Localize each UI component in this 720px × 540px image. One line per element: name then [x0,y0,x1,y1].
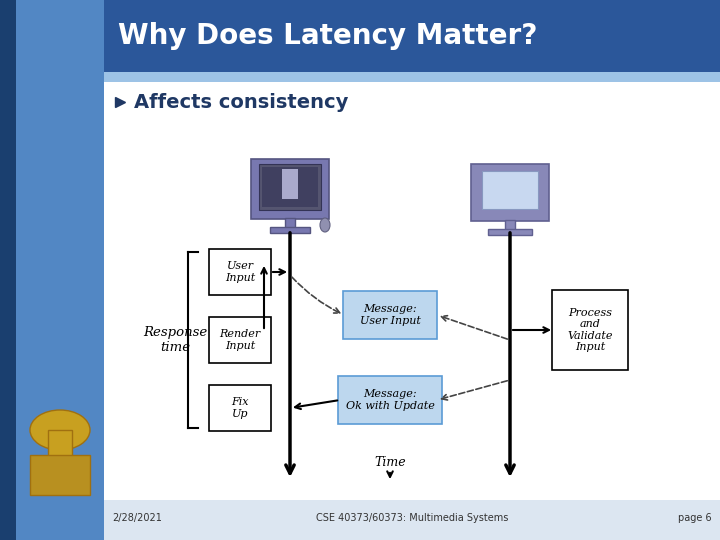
FancyBboxPatch shape [482,171,538,209]
Text: Fix
Up: Fix Up [231,397,248,419]
Bar [282,169,298,199]
Bar [104,82,720,500]
FancyBboxPatch shape [251,159,329,219]
Bar [505,220,515,230]
Bar [16,0,104,540]
Text: 2/28/2021: 2/28/2021 [112,513,162,523]
Bar [16,0,104,540]
Text: Why Does Latency Matter?: Why Does Latency Matter? [118,22,537,50]
Bar [270,227,310,233]
FancyBboxPatch shape [262,167,318,207]
FancyBboxPatch shape [209,249,271,295]
Text: Render
Input: Render Input [220,329,261,351]
FancyBboxPatch shape [259,164,321,210]
Text: Response
time: Response time [143,326,207,354]
Ellipse shape [320,218,330,232]
Ellipse shape [30,410,90,450]
FancyBboxPatch shape [552,290,628,370]
FancyBboxPatch shape [209,317,271,363]
FancyBboxPatch shape [343,291,437,339]
Bar [0,0,16,540]
Bar [104,500,720,540]
Bar [104,72,720,82]
FancyBboxPatch shape [338,376,442,424]
Text: Process
and
Validate
Input: Process and Validate Input [567,308,613,353]
Text: page 6: page 6 [678,513,712,523]
Bar [285,218,295,228]
FancyBboxPatch shape [209,385,271,431]
Bar [48,430,72,490]
Text: User
Input: User Input [225,261,255,283]
Text: Message:
Ok with Update: Message: Ok with Update [346,389,434,411]
Text: Time: Time [374,456,406,469]
Text: Message:
User Input: Message: User Input [359,304,420,326]
Text: Affects consistency: Affects consistency [134,92,348,111]
Bar [30,455,90,495]
FancyBboxPatch shape [471,164,549,221]
Bar [488,229,532,235]
Bar [104,0,720,72]
Text: CSE 40373/60373: Multimedia Systems: CSE 40373/60373: Multimedia Systems [316,513,508,523]
